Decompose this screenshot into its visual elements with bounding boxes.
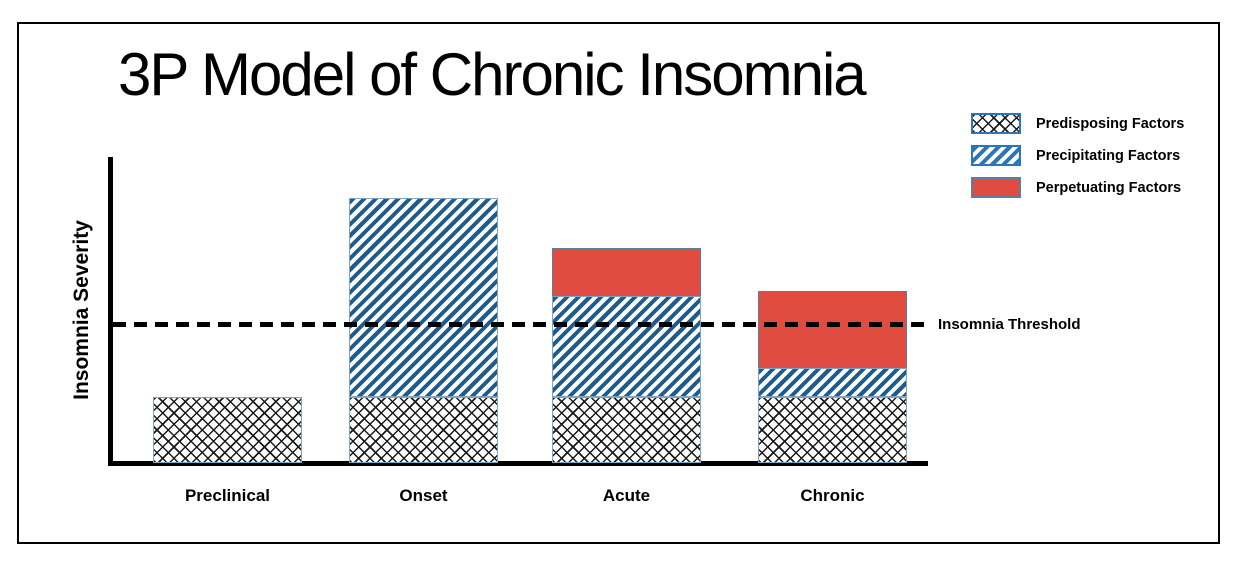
bar-segment-precipitating bbox=[552, 296, 701, 397]
bar-segment-precipitating bbox=[349, 198, 498, 397]
x-axis-category-label: Acute bbox=[602, 486, 651, 505]
bar-segment-predisposing bbox=[552, 397, 701, 463]
legend-label: Predisposing Factors bbox=[1036, 115, 1185, 132]
legend-item-predisposing: Predisposing Factors bbox=[971, 113, 1184, 134]
insomnia-threshold-line bbox=[113, 322, 931, 327]
diagonal-stripe-swatch-icon bbox=[971, 145, 1021, 166]
y-axis-line bbox=[108, 157, 113, 466]
x-axis-category-label: Preclinical bbox=[184, 486, 271, 505]
bar-segment-predisposing bbox=[758, 397, 907, 463]
chart-title: 3P Model of Chronic Insomnia bbox=[118, 41, 867, 108]
red-solid-swatch-icon bbox=[971, 177, 1021, 198]
bar-segment-predisposing bbox=[153, 397, 302, 463]
x-axis-line bbox=[108, 461, 928, 466]
legend: Predisposing Factors Precipitating Facto… bbox=[971, 113, 1184, 209]
bar-segment-perpetuating bbox=[552, 248, 701, 296]
bar-segment-precipitating bbox=[758, 368, 907, 397]
y-axis-label: Insomnia Severity bbox=[70, 220, 93, 400]
crosshatch-swatch-icon bbox=[971, 113, 1021, 134]
insomnia-threshold-label: Insomnia Threshold bbox=[938, 316, 1081, 333]
x-axis-category-label: Onset bbox=[399, 486, 448, 505]
bar-segment-perpetuating bbox=[758, 291, 907, 368]
legend-item-perpetuating: Perpetuating Factors bbox=[971, 177, 1184, 198]
bar-segment-predisposing bbox=[349, 397, 498, 463]
legend-label: Perpetuating Factors bbox=[1036, 179, 1182, 196]
legend-item-precipitating: Precipitating Factors bbox=[971, 145, 1184, 166]
x-axis-category-label: Chronic bbox=[800, 486, 865, 505]
legend-label: Precipitating Factors bbox=[1036, 147, 1181, 164]
